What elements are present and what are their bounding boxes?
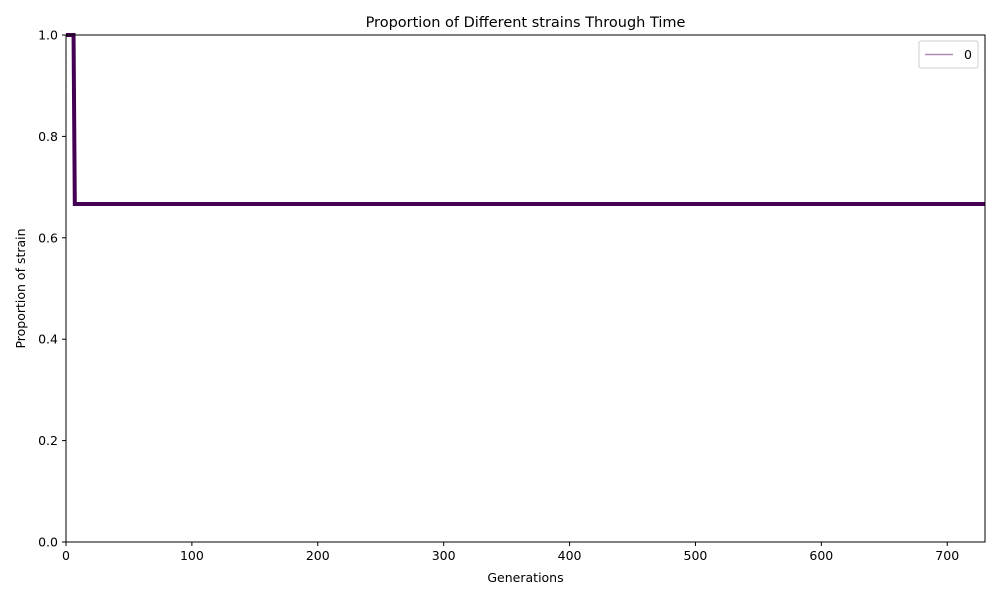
x-tick-label: 400 (558, 548, 582, 563)
y-ticks: 0.0 0.2 0.4 0.6 0.8 1.0 (38, 28, 66, 550)
x-tick-label: 300 (432, 548, 456, 563)
x-ticks: 0 100 200 300 400 500 600 700 (62, 542, 959, 563)
x-tick-label: 700 (935, 548, 959, 563)
x-tick-label: 0 (62, 548, 70, 563)
x-tick-label: 200 (306, 548, 330, 563)
y-tick-label: 1.0 (38, 28, 58, 43)
legend-box (918, 40, 979, 69)
plot-background (66, 35, 985, 542)
x-axis-label: Generations (487, 570, 563, 585)
x-tick-label: 100 (180, 548, 204, 563)
x-tick-label: 500 (684, 548, 708, 563)
y-tick-label: 0.6 (38, 230, 58, 245)
y-tick-label: 0.8 (38, 129, 58, 144)
legend: 0 (918, 40, 979, 69)
y-tick-label: 0.2 (38, 433, 58, 448)
y-tick-label: 0.4 (38, 332, 58, 347)
x-tick-label: 600 (809, 548, 833, 563)
legend-label-0: 0 (964, 47, 972, 62)
axes-layer (65, 34, 986, 543)
chart-title: Proportion of Different strains Through … (366, 15, 686, 31)
y-axis-label: Proportion of strain (13, 228, 28, 348)
plot-frame (65, 34, 986, 543)
y-tick-label: 0.0 (38, 535, 58, 550)
